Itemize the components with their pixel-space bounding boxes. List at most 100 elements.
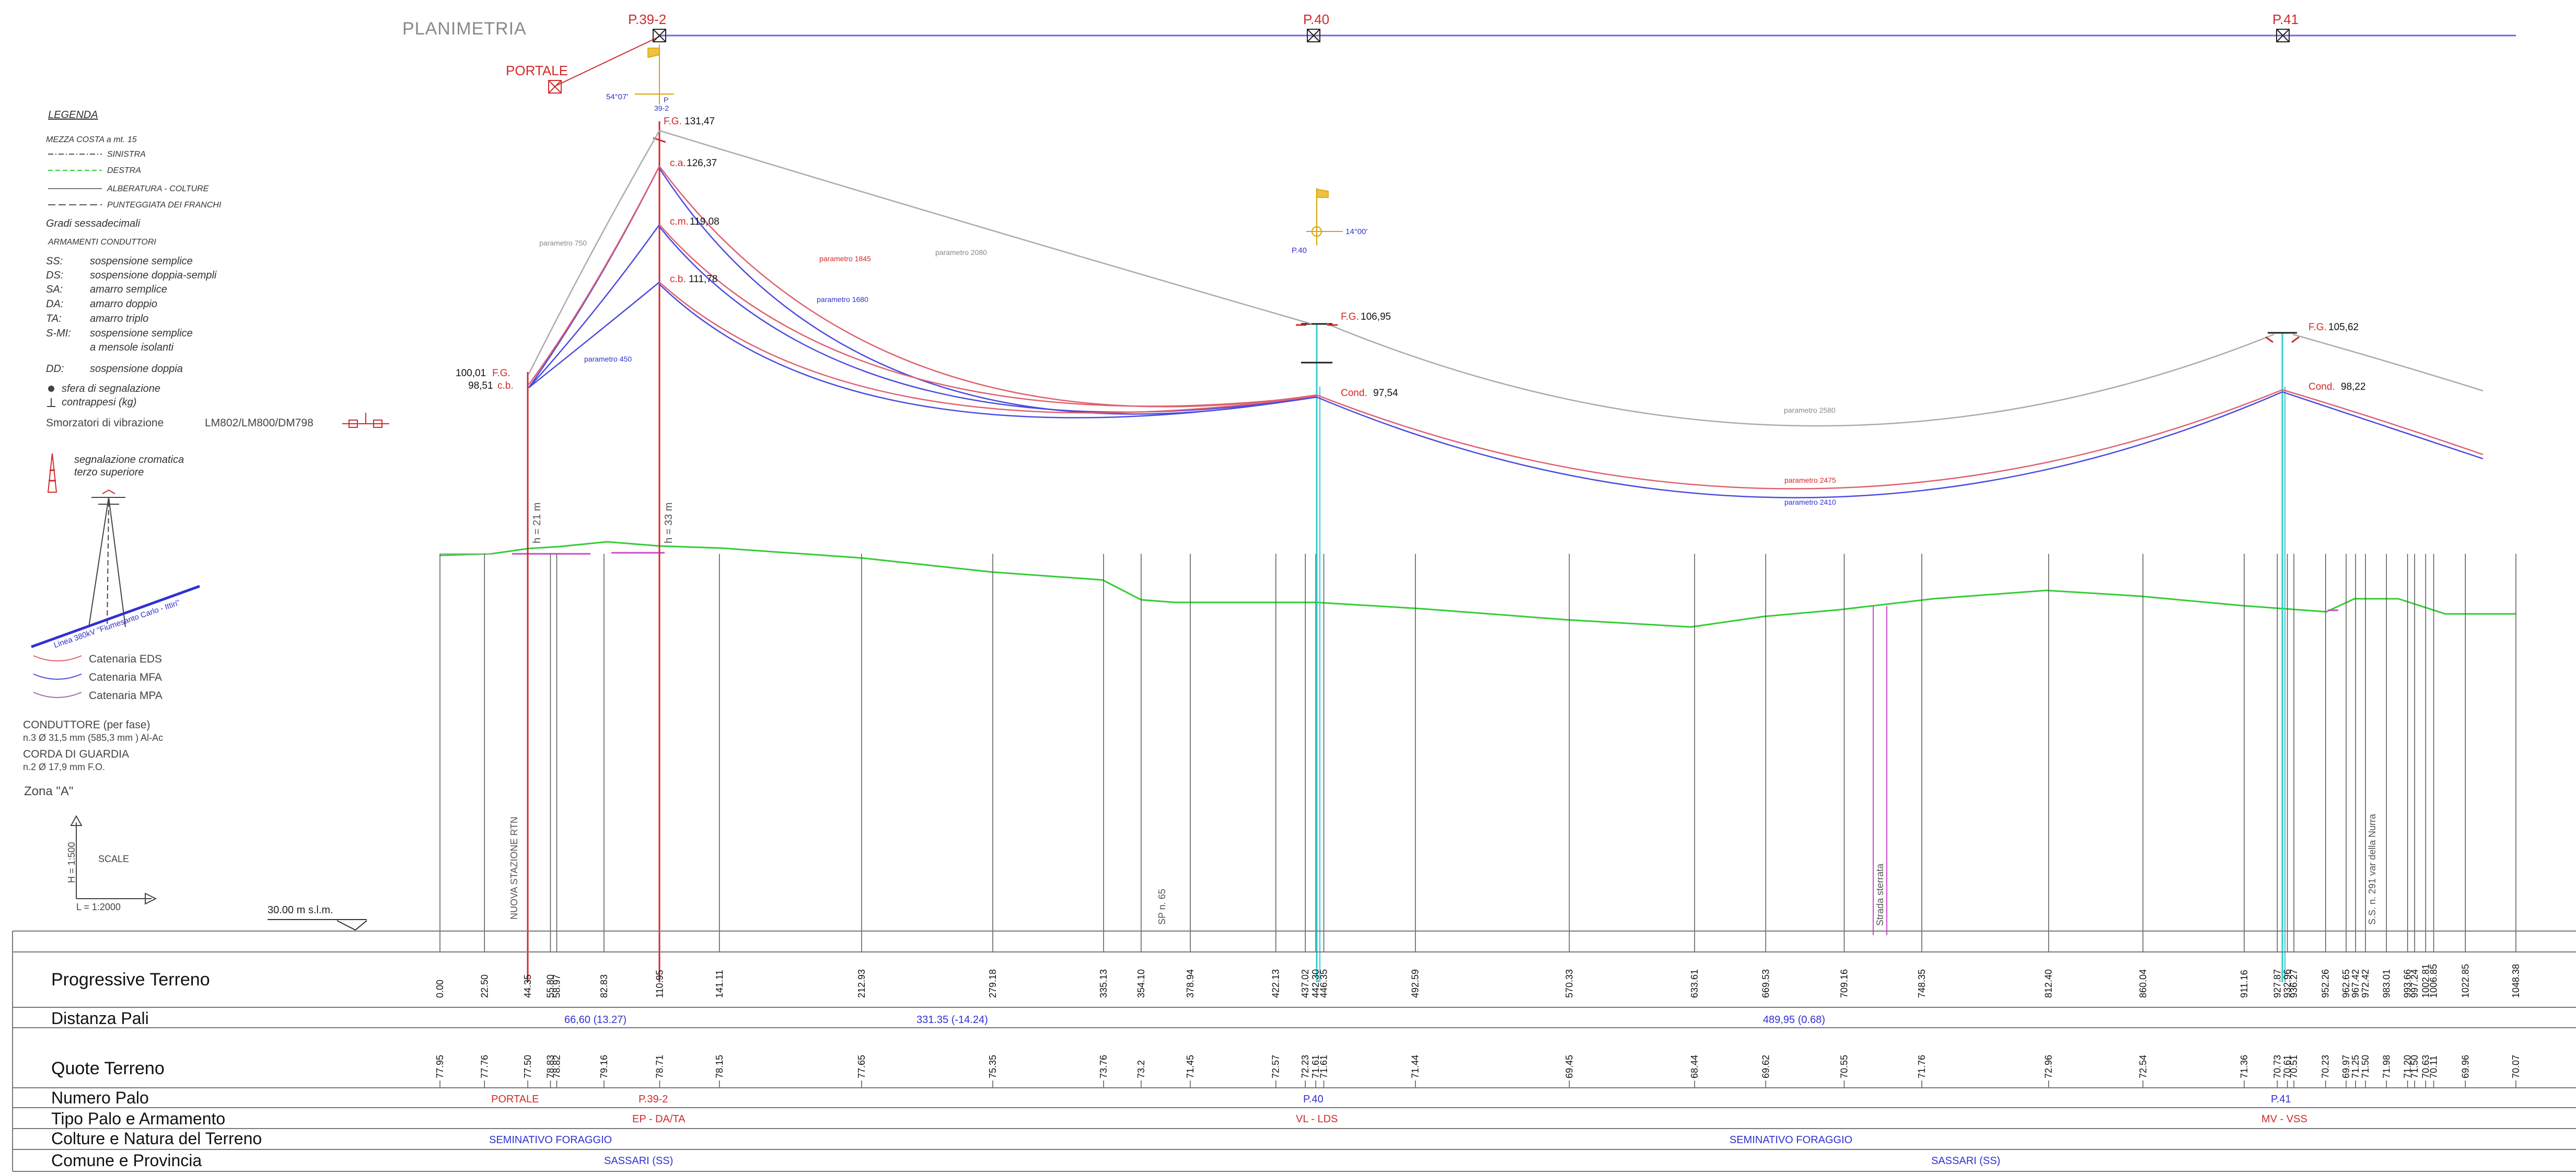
quota-value: 72.96 [2044,1055,2054,1078]
progressive-value: 748.35 [1917,969,1927,998]
param-1845: parametro 1845 [819,254,871,263]
progressive-value: 812.40 [2044,969,2054,998]
label-sp65: SP n. 65 [1157,889,1167,925]
abbrev-desc-2: amarro semplice [90,284,167,295]
scale-icon [70,815,157,905]
param-2080: parametro 2080 [935,248,987,257]
distanza-2: 489,95 (0.68) [1763,1014,1825,1026]
plan-pole-p40[interactable] [1307,29,1320,42]
progressive-value: 993.66 [2403,969,2413,998]
param-2580: parametro 2580 [1784,406,1836,414]
numero-portale: PORTALE [491,1094,539,1105]
legend-smorzatori-model: LM802/LM800/DM798 [205,417,314,429]
progressive-value: 1048.38 [2511,964,2521,998]
row-label-colture: Colture e Natura del Terreno [51,1129,262,1148]
progressive-value: 354.10 [1136,969,1146,998]
plan-pole-p41[interactable] [2276,29,2290,42]
quota-value: 78.71 [654,1055,665,1078]
quota-value: 71.20 [2403,1055,2413,1078]
sfera-icon [48,386,54,392]
legend-linea: Linea 380kV "Fiumesanto Carlo - Ittiri" [53,598,181,650]
p41-fg-value: 105,62 [2328,322,2359,333]
quota-value: 70.61 [2282,1055,2293,1078]
quota-value: 71.61 [1310,1055,1321,1078]
left-fg-value: 100,01 [456,368,486,379]
contrappeso-icon [47,398,55,407]
legend-datum: 30.00 m s.l.m. [268,904,333,916]
progressive-value: 492.59 [1410,969,1421,998]
left-pole-height: h = 21 m [531,503,543,543]
quota-value: 70.55 [1839,1055,1849,1078]
planimetria-title: PLANIMETRIA [402,19,527,39]
quota-value: 77.65 [856,1055,867,1078]
param-2410: parametro 2410 [1784,498,1836,506]
abbrev-desc-5: sospensione semplice [90,328,193,339]
colture-1: SEMINATIVO FORAGGIO [1730,1134,1852,1146]
progressive-value: 936.27 [2289,969,2299,998]
quota-value: 75.35 [988,1055,998,1078]
progressive-value: 44.35 [523,974,533,998]
progressive-value: 911.16 [2239,970,2249,998]
p39-angle-marker [635,44,674,104]
tower-icon [88,489,126,627]
quota-value: 79.16 [599,1055,609,1078]
progressive-value: 55.80 [545,974,555,998]
legend-alberatura: ALBERATURA - COLTURE [107,184,209,193]
quota-value: 72.57 [1271,1055,1281,1078]
smorzatore-icon [342,413,389,428]
progressive-value: 932.96 [2282,969,2293,998]
progressive-value: 927.87 [2272,969,2282,998]
abbrev-desc-0: sospensione semplice [90,255,193,267]
portale-symbol[interactable] [548,80,562,94]
row-label-distanza: Distanza Pali [51,1009,149,1028]
progressive-value: 335.13 [1098,969,1109,998]
portale-angle: 54°07' [606,92,628,101]
progressive-value: 82.83 [599,974,609,998]
abbrev-desc-6: a mensole isolanti [90,342,174,353]
quota-value: 70.11 [2429,1055,2439,1078]
legend-catenaria-mfa: Catenaria MFA [89,671,162,683]
left-cb-value: 98,51 [468,380,493,391]
abbrev-code-0: SS: [46,255,63,267]
quota-value: 71.50 [2360,1055,2371,1078]
p39-cm-value: 119,08 [690,216,720,227]
station-labels: 0.00 77.95 22.50 77.76 44.35 77.50 55.80 78.83 5… [435,964,2521,1078]
p39-ca-value: 126,37 [687,158,717,169]
legend-corda-2: n.2 Ø 17,9 mm F.O. [23,762,105,772]
quota-value: 73.76 [1098,1055,1109,1078]
plan-pole-label-p41: P.41 [2272,11,2299,27]
legend-conduttore-2: n.3 Ø 31,5 mm (585,3 mm ) Al-Ac [23,733,163,743]
quota-value: 72.54 [2138,1055,2148,1078]
abbrev-code-5: S-MI: [46,328,71,339]
p40-fg-value: 106,95 [1361,311,1391,322]
p39-fg-label: F.G. [664,116,682,127]
tipo-p40: VL - LDS [1296,1113,1338,1125]
portale-small: 39-2 [654,104,669,112]
quota-value: 70.63 [2420,1055,2431,1078]
segnalazione-tower-icon [47,453,57,493]
progressive-value: 22.50 [479,974,490,998]
progressive-value: 212.93 [856,969,867,998]
progressive-value: 860.04 [2138,969,2148,998]
quota-value: 70.07 [2511,1055,2521,1078]
p40-cond-value: 97,54 [1373,388,1398,399]
progressive-value: 997.24 [2409,969,2420,998]
param-2475: parametro 2475 [1784,476,1836,484]
p41-cond-value: 98,22 [2341,381,2366,392]
quota-value: 71.45 [1185,1055,1196,1078]
plan-pole-label-p39: P.39-2 [628,11,666,27]
quota-value: 71.36 [2239,1055,2249,1078]
numero-p41: P.41 [2271,1094,2291,1105]
plan-pole-p39[interactable] [653,29,666,42]
legend-h-scale: H = 1:500 [66,842,77,883]
progressive-value: 983.01 [2381,969,2392,998]
tipo-p41: MV - VSS [2261,1113,2307,1125]
quota-value: 78.83 [545,1055,555,1078]
p41-cond-label: Cond. [2308,381,2335,392]
row-label-comune: Comune e Provincia [51,1151,202,1170]
linea-380kv [31,585,200,648]
label-ss291: S.S. n. 291 var della Nurra [2367,813,2377,925]
abbrev-code-2: SA: [46,284,63,295]
quota-value: 77.50 [523,1055,533,1078]
abbrev-desc-4: amarro triplo [90,313,148,324]
